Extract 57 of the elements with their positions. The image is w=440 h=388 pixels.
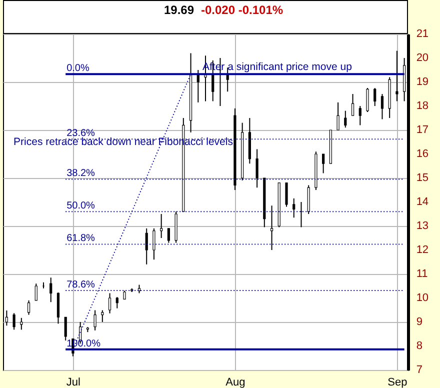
candlestick: [226, 67, 229, 92]
candlestick: [94, 310, 96, 331]
candlestick: [307, 184, 310, 214]
chart-title: 19.69: [164, 3, 194, 17]
candlestick: [292, 198, 296, 218]
y-tick-label: 21: [416, 28, 429, 40]
annotation: 78.6%: [66, 280, 96, 291]
candlestick: [366, 88, 369, 112]
candlestick: [152, 228, 156, 260]
y-tick-label: 20: [416, 52, 429, 64]
y-tick-label: 17: [416, 124, 429, 136]
chart-subtitle: -0.020 -0.101%: [201, 3, 284, 17]
y-tick-label: 9: [416, 316, 422, 328]
annotation: 23.6%: [66, 128, 96, 140]
candlestick: [56, 292, 60, 324]
candlestick: [160, 214, 163, 238]
candlestick: [256, 148, 258, 188]
candlestick: [50, 277, 52, 303]
y-tick-label: 8: [416, 340, 422, 352]
candlestick: [285, 182, 288, 208]
candlestick: [64, 316, 67, 341]
annotation: 61.8%: [66, 233, 96, 244]
candlestick: [344, 110, 347, 128]
y-tick-label: 11: [416, 268, 428, 280]
candlestick: [27, 300, 30, 316]
y-tick-label: 13: [416, 220, 429, 232]
x-tick-label: Aug: [226, 376, 246, 388]
y-tick-label: 10: [416, 292, 429, 304]
candlestick: [101, 310, 104, 322]
annotation: 50.0%: [66, 200, 96, 212]
candlestick: [20, 317, 23, 330]
y-tick-label: 14: [416, 196, 429, 208]
y-tick-label: 19: [416, 76, 429, 88]
y-tick-label: 15: [416, 172, 429, 184]
candlestick: [196, 70, 200, 103]
x-tick-label: Sep: [388, 376, 408, 388]
candlestick: [167, 228, 170, 244]
candlestick: [145, 228, 148, 265]
candlestick: [108, 292, 112, 314]
candlestick: [116, 296, 118, 309]
y-tick-label: 12: [416, 244, 429, 256]
candlestick: [358, 106, 362, 126]
y-tick-label: 7: [416, 364, 422, 376]
annotation: 38.2%: [66, 168, 96, 180]
candlestick: [380, 94, 384, 120]
y-tick-label: 16: [416, 148, 429, 160]
candlestick: [374, 88, 376, 106]
candlestick: [34, 283, 38, 301]
candlestick: [270, 205, 274, 250]
candlestick: [351, 94, 354, 116]
candlestick: [12, 312, 16, 330]
x-tick-label: Jul: [66, 376, 80, 388]
candlestick: [336, 102, 340, 130]
annotation: 0.0%: [66, 63, 90, 74]
candlestick: [396, 50, 398, 102]
y-tick-label: 18: [416, 100, 429, 112]
candlestick: [322, 154, 325, 174]
